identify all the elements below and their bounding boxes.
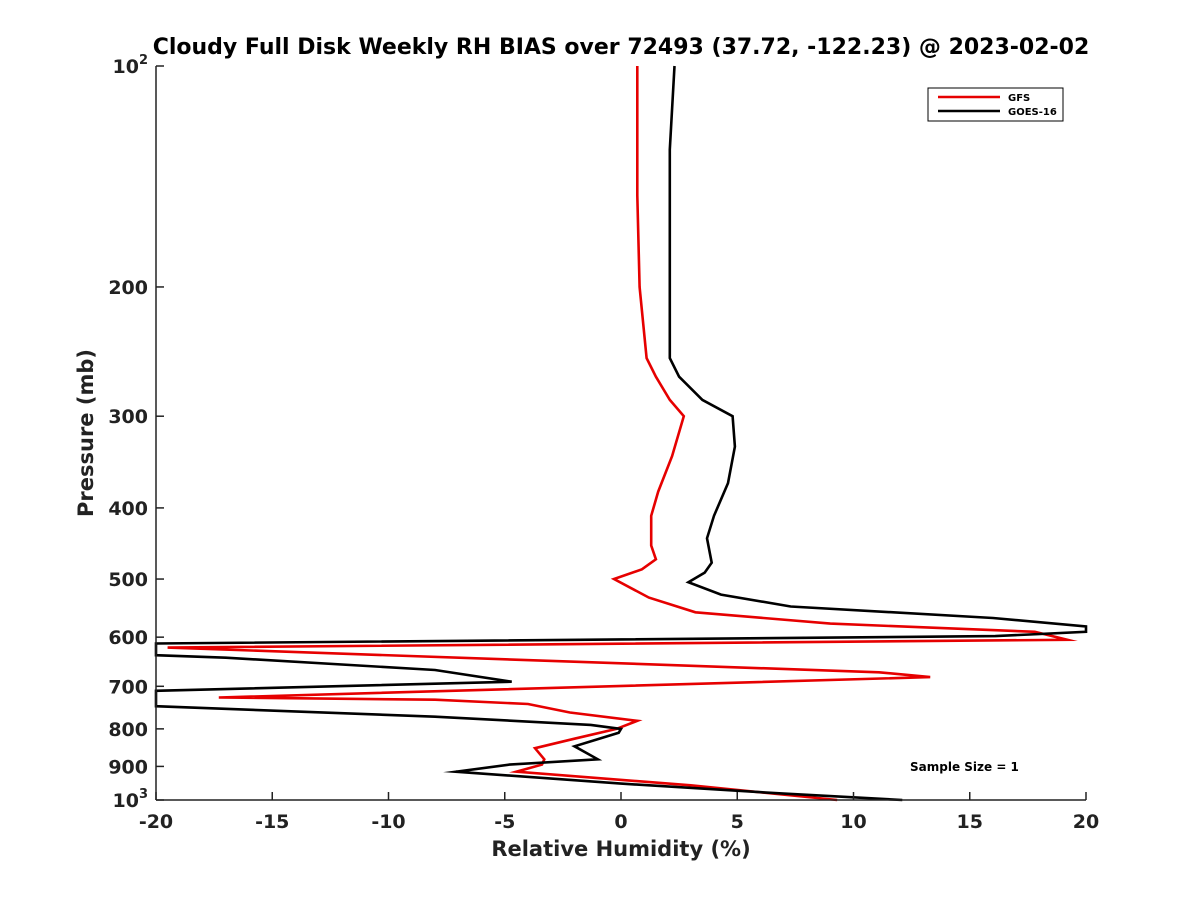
x-tick-label: 15 [957, 811, 983, 833]
x-tick-label: -10 [371, 811, 405, 833]
x-axis-label: Relative Humidity (%) [491, 837, 750, 861]
legend-box [927, 87, 1064, 122]
plot-background [156, 66, 1086, 800]
y-tick-label: 500 [108, 569, 148, 591]
y-tick-label: 200 [108, 277, 148, 299]
y-tick-label: 900 [108, 756, 148, 778]
chart-title: Cloudy Full Disk Weekly RH BIAS over 724… [153, 35, 1090, 60]
y-tick-label: 700 [108, 676, 148, 698]
series-layer [154, 65, 1088, 802]
series-line-gfs [167, 66, 1078, 802]
y-tick-label: 400 [108, 498, 148, 520]
x-tick-label: 5 [731, 811, 744, 833]
series-line-goes16 [154, 65, 1088, 802]
legend-label-gfs: GFS [1008, 93, 1030, 104]
y-tick-label: 800 [108, 719, 148, 741]
y-tick-label: 103 [113, 787, 149, 812]
x-tick-label: -15 [255, 811, 289, 833]
x-tick-label: 20 [1073, 811, 1099, 833]
x-tick-label: -20 [139, 811, 173, 833]
y-tick-label: 600 [108, 627, 148, 649]
plot-area: -20 -15 -10 -5 0 5 10 15 20 102 200 300 400 500 600 70… [108, 53, 1099, 833]
y-axis-label: Pressure (mb) [74, 349, 98, 517]
y-tick-label: 102 [113, 53, 149, 78]
x-axis-ticks: -20 -15 -10 -5 0 5 10 15 20 [139, 792, 1099, 833]
x-tick-label: 0 [614, 811, 627, 833]
legend-label-goes16: GOES-16 [1008, 107, 1057, 118]
y-tick-label: 300 [108, 406, 148, 428]
x-tick-label: -5 [494, 811, 515, 833]
sample-size-annotation: Sample Size = 1 [910, 760, 1019, 774]
legend: GFS GOES-16 [927, 87, 1064, 122]
x-tick-label: 10 [840, 811, 866, 833]
y-axis-ticks: 102 200 300 400 500 600 700 800 900 103 [108, 53, 164, 812]
